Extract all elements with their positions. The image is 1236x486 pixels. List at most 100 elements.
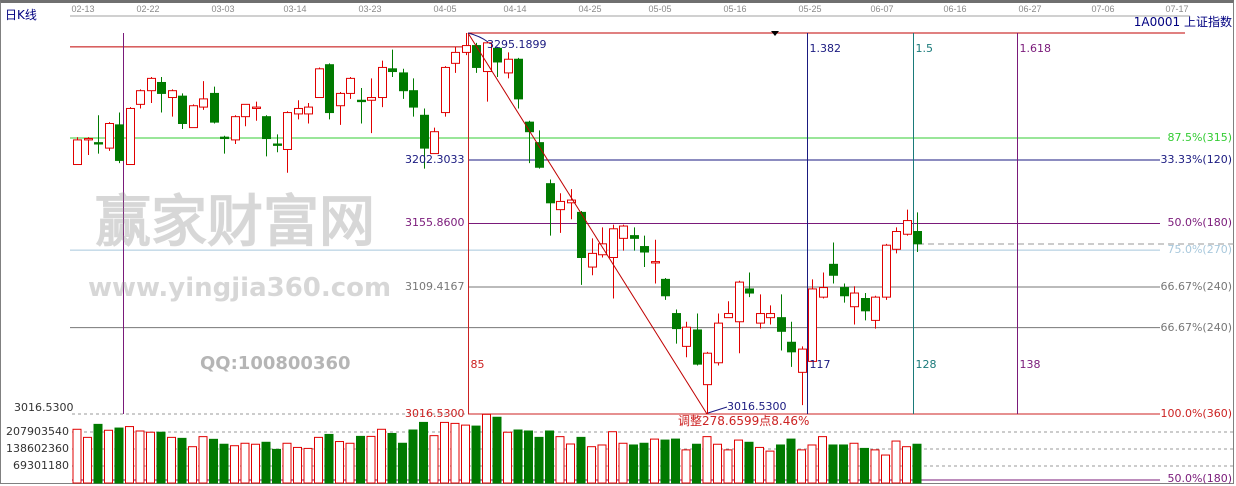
volume-bar [849, 442, 859, 484]
candle-body [388, 68, 397, 73]
candle-body [840, 287, 849, 297]
adjust-label: 调整278.6599点8.46% [678, 414, 810, 428]
candle-body [766, 313, 775, 319]
volume-bar [314, 436, 323, 484]
candle-body [892, 231, 901, 250]
candle-body [850, 292, 859, 308]
candle-body [703, 352, 712, 386]
volume-bar [555, 436, 565, 484]
volume-fib-label: 50.0%(180) [1167, 472, 1232, 485]
fib-time-ratio-label: 1.382 [809, 42, 842, 55]
volume-bar [744, 441, 754, 484]
candle-body [630, 235, 639, 239]
volume-bar [198, 436, 208, 484]
volume-bar [219, 443, 229, 484]
volume-bar [471, 425, 481, 484]
volume-bar [818, 436, 827, 484]
volume-bar [566, 443, 575, 484]
candle-body [220, 136, 229, 140]
volume-bar [440, 421, 449, 484]
date-tick: 02-13 [71, 4, 95, 14]
candle-body [651, 261, 660, 264]
volume-bar [272, 448, 281, 484]
volume-bar [83, 436, 92, 484]
fib-time-count-label: 117 [809, 358, 831, 371]
candle-body [882, 244, 891, 298]
volume-bar [188, 446, 197, 484]
volume-bar [461, 424, 470, 484]
volume-bar [524, 430, 533, 484]
date-tick: 06-07 [870, 4, 894, 14]
volume-bar [839, 444, 848, 484]
volume-bar [335, 441, 344, 484]
candle-body [577, 211, 586, 258]
candle-body [178, 95, 187, 124]
volume-bar [513, 429, 523, 484]
date-tick: 07-17 [1165, 4, 1189, 14]
candle-body [682, 326, 691, 347]
candle-body [493, 47, 502, 63]
candle-body [147, 77, 156, 92]
candle-body [777, 317, 786, 332]
candle-body [115, 124, 124, 161]
fib-level-label: 100.0%(360) [1160, 407, 1232, 420]
candle-body [871, 296, 880, 321]
candle-body [357, 99, 366, 103]
candle-body [588, 252, 597, 268]
candle-body [84, 138, 93, 141]
volume-bar [713, 443, 722, 484]
candle-body [714, 322, 723, 364]
candle-body [819, 287, 828, 298]
volume-bar [618, 442, 628, 484]
volume-bar [408, 429, 418, 484]
candle-body [126, 107, 135, 166]
volume-bar [597, 444, 607, 484]
candle-body [556, 200, 565, 211]
date-tick: 04-14 [503, 4, 527, 14]
volume-bar [324, 433, 334, 484]
fib-price-label: 3016.5300 [405, 407, 465, 420]
candle-body [168, 90, 177, 99]
volume-bar [639, 442, 649, 484]
symbol-label[interactable]: 1A0001 上证指数 [1133, 15, 1232, 29]
volume-bar [797, 449, 806, 484]
fib-time-count-label: 128 [915, 358, 937, 371]
candle-body [210, 92, 219, 123]
volume-bar [387, 432, 397, 484]
volume-bar [156, 431, 166, 484]
volume-bar [828, 444, 838, 484]
fib-level-label: 50.0%(180) [1167, 216, 1232, 230]
candle-body [420, 114, 429, 149]
volume-bar [629, 444, 638, 484]
volume-bar [734, 439, 743, 484]
volume-bar [765, 450, 775, 484]
volume-bar [251, 443, 260, 484]
volume-bar [345, 442, 355, 484]
candle-body [346, 77, 355, 94]
date-tick: 05-25 [798, 4, 822, 14]
candle-body [756, 313, 765, 324]
volume-bar [881, 454, 890, 484]
candle-body [472, 45, 481, 68]
volume-bar [860, 447, 869, 484]
candle-body [787, 341, 796, 353]
volume-bar [93, 423, 103, 484]
volume-bar [167, 436, 176, 484]
date-tick: 04-05 [433, 4, 457, 14]
candle-body [903, 220, 912, 235]
candle-body [798, 348, 807, 373]
volume-axis-label: 138602360 [6, 442, 69, 455]
volume-bar [723, 449, 733, 484]
date-tick: 07-06 [1091, 4, 1115, 14]
date-tick: 06-27 [1018, 4, 1042, 14]
candle-body [189, 105, 198, 129]
candle-body [294, 107, 303, 115]
volume-bar [419, 421, 428, 484]
candle-body [315, 68, 324, 99]
period-label: 日K线 [5, 8, 37, 22]
candle-body [378, 66, 387, 99]
volume-axis-label: 207903540 [6, 425, 69, 438]
date-tick: 03-03 [211, 4, 235, 14]
volume-bar [650, 438, 659, 484]
